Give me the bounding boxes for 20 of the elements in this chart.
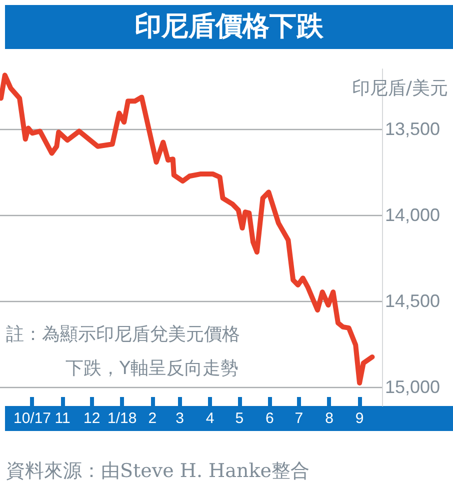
x-tick-label: 4 bbox=[206, 410, 214, 427]
x-tick-label: 1/18 bbox=[108, 410, 137, 427]
chart-title: 印尼盾價格下跌 bbox=[5, 5, 453, 49]
source-note: 資料來源：由Steve H. Hanke整合 bbox=[6, 459, 310, 484]
y-tick-label: 14,000 bbox=[385, 205, 440, 226]
x-tick-label: 8 bbox=[325, 410, 334, 427]
x-tick-label: 6 bbox=[265, 410, 274, 427]
x-tick-label: 11 bbox=[54, 410, 70, 427]
annotation: 註：為顯示印尼盾兌美元價格下跌，Y軸呈反向走勢 bbox=[6, 323, 241, 381]
x-tick-label: 12 bbox=[83, 410, 100, 427]
y-tick-label: 14,500 bbox=[385, 291, 440, 312]
x-tick-label: 9 bbox=[355, 410, 364, 427]
x-tick-label: 10/17 bbox=[13, 410, 52, 427]
y-tick-label: 15,000 bbox=[385, 377, 440, 398]
y-tick-label: 13,500 bbox=[385, 119, 440, 140]
y-axis-title: 印尼盾/美元 bbox=[352, 77, 448, 100]
x-tick-label: 5 bbox=[235, 410, 244, 427]
x-tick-label: 2 bbox=[148, 410, 157, 427]
x-tick-label: 7 bbox=[294, 410, 304, 427]
x-tick-label: 3 bbox=[176, 410, 184, 427]
